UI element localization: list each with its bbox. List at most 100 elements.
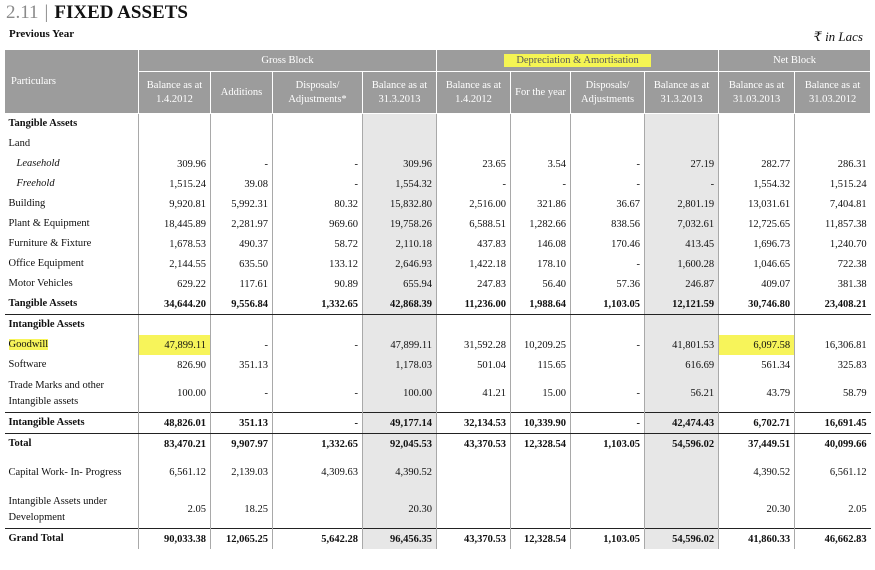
- table-cell: 969.60: [272, 214, 363, 234]
- table-cell: 31,592.28: [436, 335, 511, 355]
- row-label-text: Tangible Assets: [8, 118, 78, 130]
- cell-value: 19,758.26: [390, 218, 433, 230]
- row-label: Plant & Equipment: [5, 214, 139, 234]
- cell-value: 309.96: [403, 158, 433, 170]
- cell-value: 309.96: [177, 158, 206, 170]
- table-cell: 351.13: [210, 412, 273, 434]
- cell-value: 1,178.03: [395, 359, 433, 371]
- table-cell: 351.13: [210, 355, 273, 375]
- cell-value: 133.12: [329, 258, 358, 270]
- cell-value: 178.10: [537, 258, 567, 270]
- table-cell: [272, 355, 363, 375]
- table-cell: 2,516.00: [436, 194, 511, 214]
- table-cell: 409.07: [718, 274, 795, 294]
- table-cell: 2,144.55: [138, 254, 211, 274]
- cell-value: -: [636, 178, 641, 190]
- table-cell: [361, 314, 437, 335]
- table-cell: 12,328.54: [510, 528, 571, 549]
- cell-value: 16,691.45: [824, 417, 867, 429]
- table-cell: [510, 113, 571, 134]
- table-cell: 2,801.19: [644, 194, 719, 214]
- table-row: Freehold 1,515.24 39.08 - 1,554.32 - - - - 1,554.…: [5, 174, 871, 194]
- cell-value: 1,103.05: [603, 298, 641, 310]
- cell-value: 501.04: [477, 359, 507, 371]
- table-row: Capital Work- In- Progress 6,561.12 2,139.…: [5, 454, 871, 491]
- table-cell: [272, 113, 363, 134]
- column-header: Disposals/ Adjustments*: [272, 71, 363, 114]
- table-cell: 2,139.03: [210, 454, 273, 491]
- table-cell: 6,702.71: [718, 412, 795, 434]
- section-heading: 2.11 | FIXED ASSETS: [6, 2, 188, 24]
- cell-value: 10,209.25: [524, 339, 567, 351]
- table-cell: [644, 134, 719, 154]
- table-cell: 7,404.81: [794, 194, 871, 214]
- table-cell: 9,907.97: [210, 433, 273, 454]
- fixed-assets-table: Particulars Gross Block Depreciation & A…: [4, 49, 872, 549]
- row-label-text: Tangible Assets: [8, 298, 78, 310]
- table-cell: 15.00: [510, 375, 571, 413]
- cell-value: 54,596.02: [672, 533, 715, 545]
- cell-value: 58.79: [842, 388, 867, 399]
- table-cell: 1,678.53: [138, 234, 211, 254]
- column-header: Balance as at 1.4.2012: [436, 71, 512, 114]
- cell-value: -: [264, 388, 269, 399]
- row-label-text: Land: [8, 138, 31, 150]
- unit-note: ₹ in Lacs: [813, 29, 863, 44]
- cell-value: 23.65: [482, 158, 507, 170]
- row-label: Land: [5, 134, 139, 154]
- cell-value: -: [354, 417, 359, 429]
- cell-value: 1,696.73: [753, 238, 791, 250]
- cell-value: -: [502, 178, 507, 190]
- table-cell: 490.37: [210, 234, 273, 254]
- cell-value: 2,281.97: [231, 218, 268, 230]
- table-cell: 23,408.21: [794, 294, 871, 315]
- table-cell: [210, 314, 273, 335]
- table-cell: 655.94: [361, 274, 437, 294]
- cell-value: 2.05: [848, 504, 867, 515]
- table-cell: [570, 134, 645, 154]
- cell-value: 1,422.18: [469, 258, 507, 270]
- table-cell: 146.08: [510, 234, 571, 254]
- table-row: Land: [5, 134, 871, 154]
- cell-value: 1,103.05: [603, 438, 641, 450]
- cell-value: 6,588.51: [469, 218, 507, 230]
- cell-value: 7,404.81: [829, 198, 867, 210]
- table-cell: 9,920.81: [138, 194, 211, 214]
- table-cell: 43,370.53: [436, 433, 511, 454]
- cell-value: 7,032.61: [677, 218, 715, 230]
- table-cell: [510, 491, 571, 529]
- table-row: Intangible Assets under Development 2.05 1…: [5, 491, 871, 529]
- cell-value: 58.72: [334, 238, 358, 250]
- cell-value: 32,134.53: [464, 417, 507, 429]
- table-row: Total 83,470.21 9,907.97 1,332.65 92,045.53 4…: [5, 433, 871, 454]
- row-label-text: Total: [8, 438, 32, 450]
- table-cell: 18.25: [210, 491, 273, 529]
- table-cell: 2,110.18: [361, 234, 437, 254]
- table-cell: 41,860.33: [718, 528, 795, 549]
- row-label-text: Freehold: [16, 178, 55, 190]
- table-cell: 5,992.31: [210, 194, 273, 214]
- table-cell: -: [644, 174, 719, 194]
- table-cell: [138, 113, 211, 134]
- cell-value: 100.00: [177, 388, 206, 399]
- table-cell: 1,988.64: [510, 294, 571, 315]
- cell-value: 1,554.32: [395, 178, 433, 190]
- table-cell: [210, 134, 273, 154]
- table-cell: 1,103.05: [570, 528, 645, 549]
- cell-value: 37,449.51: [748, 438, 791, 450]
- row-label: Furniture & Fixture: [5, 234, 139, 254]
- table-cell: 6,561.12: [794, 454, 871, 491]
- table-cell: 170.46: [570, 234, 645, 254]
- table-cell: 9,556.84: [210, 294, 273, 315]
- row-label: Intangible Assets: [5, 315, 139, 336]
- table-row: Grand Total 90,033.38 12,065.25 5,642.28 96,…: [4, 528, 871, 549]
- table-row: Tangible Assets 34,644.20 9,556.84 1,332.65…: [4, 294, 871, 315]
- cell-value: -: [354, 178, 359, 190]
- table-cell: 838.56: [570, 214, 645, 234]
- table-cell: [436, 113, 511, 134]
- column-header: Balance as at 31.03.2012: [794, 71, 872, 114]
- cell-value: 12,328.54: [524, 533, 567, 545]
- cell-value: 5,642.28: [321, 533, 358, 545]
- cell-value: 56.21: [690, 388, 715, 399]
- table-row: Motor Vehicles 629.22 117.61 90.89 655.94 247…: [5, 274, 871, 294]
